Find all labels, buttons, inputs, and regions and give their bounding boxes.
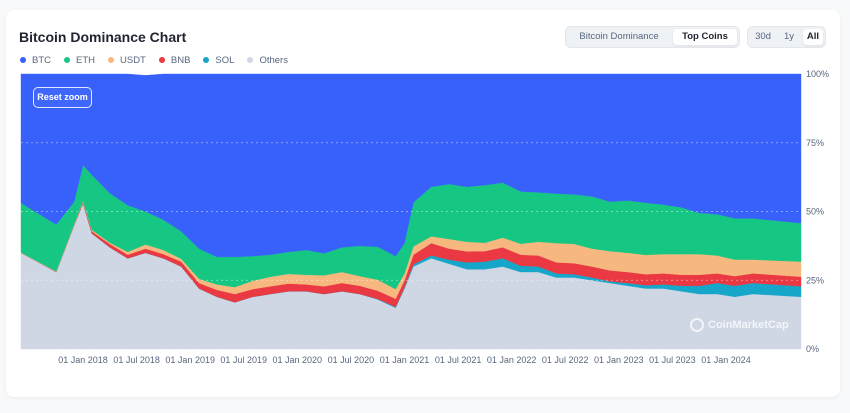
- x-tick-label: 01 Jul 2022: [542, 355, 589, 365]
- x-tick-label: 01 Jan 2023: [594, 355, 644, 365]
- legend-label-btc: BTC: [32, 54, 51, 66]
- legend-item-bnb[interactable]: BNB: [158, 54, 191, 66]
- legend-dot-others: [247, 57, 254, 63]
- time-range-toggle: 30d 1y All: [747, 26, 826, 48]
- y-tick-label: 100%: [806, 69, 829, 79]
- legend-item-others[interactable]: Others: [247, 55, 288, 66]
- tab-bitcoin-dominance[interactable]: Bitcoin Dominance: [579, 31, 659, 42]
- range-1y-button[interactable]: 1y: [783, 31, 795, 42]
- legend-item-sol[interactable]: SOL: [203, 55, 234, 66]
- watermark: CoinMarketCap: [690, 318, 789, 332]
- x-tick-label: 01 Jul 2018: [113, 355, 160, 365]
- legend-dot-eth: [64, 57, 70, 63]
- watermark-text: CoinMarketCap: [708, 319, 789, 331]
- x-tick-label: 01 Jul 2021: [435, 355, 482, 365]
- view-toggle: Bitcoin Dominance Top Coins: [565, 26, 740, 48]
- x-tick-label: 01 Jan 2018: [58, 355, 108, 365]
- legend-item-usdt[interactable]: USDT: [108, 55, 146, 66]
- x-tick-label: 01 Jan 2022: [487, 355, 537, 365]
- coinmarketcap-logo-icon: [690, 318, 704, 332]
- y-tick-label: 0%: [806, 344, 819, 354]
- legend-label-usdt: USDT: [120, 54, 146, 66]
- x-tick-label: 01 Jan 2024: [701, 355, 751, 365]
- legend-dot-usdt: [108, 57, 114, 63]
- legend-dot-sol: [203, 57, 210, 63]
- range-30d-button[interactable]: 30d: [755, 31, 771, 42]
- x-tick-label: 01 Jul 2019: [220, 355, 267, 365]
- legend-item-eth[interactable]: ETH: [64, 55, 95, 66]
- reset-zoom-button[interactable]: Reset zoom: [33, 87, 92, 108]
- page-title: Bitcoin Dominance Chart: [19, 29, 187, 45]
- y-tick-label: 50%: [806, 207, 824, 217]
- legend-label-others: Others: [259, 54, 288, 66]
- x-tick-label: 01 Jan 2019: [165, 355, 215, 365]
- x-tick-label: 01 Jul 2020: [328, 355, 375, 365]
- legend-label-eth: ETH: [76, 54, 95, 66]
- legend-dot-btc: [20, 57, 26, 63]
- chart-legend: BTC ETH USDT BNB SOL Others: [20, 53, 301, 67]
- legend-label-sol: SOL: [215, 54, 235, 66]
- x-tick-label: 01 Jul 2023: [649, 355, 696, 365]
- y-tick-label: 25%: [806, 275, 824, 285]
- legend-label-bnb: BNB: [170, 54, 191, 66]
- legend-dot-bnb: [158, 57, 165, 63]
- x-tick-label: 01 Jan 2021: [380, 355, 430, 365]
- legend-item-btc[interactable]: BTC: [20, 55, 51, 66]
- x-tick-label: 01 Jan 2020: [273, 355, 323, 365]
- tab-top-coins[interactable]: Top Coins: [673, 29, 737, 45]
- range-all-button[interactable]: All: [803, 29, 823, 45]
- y-tick-label: 75%: [806, 138, 824, 148]
